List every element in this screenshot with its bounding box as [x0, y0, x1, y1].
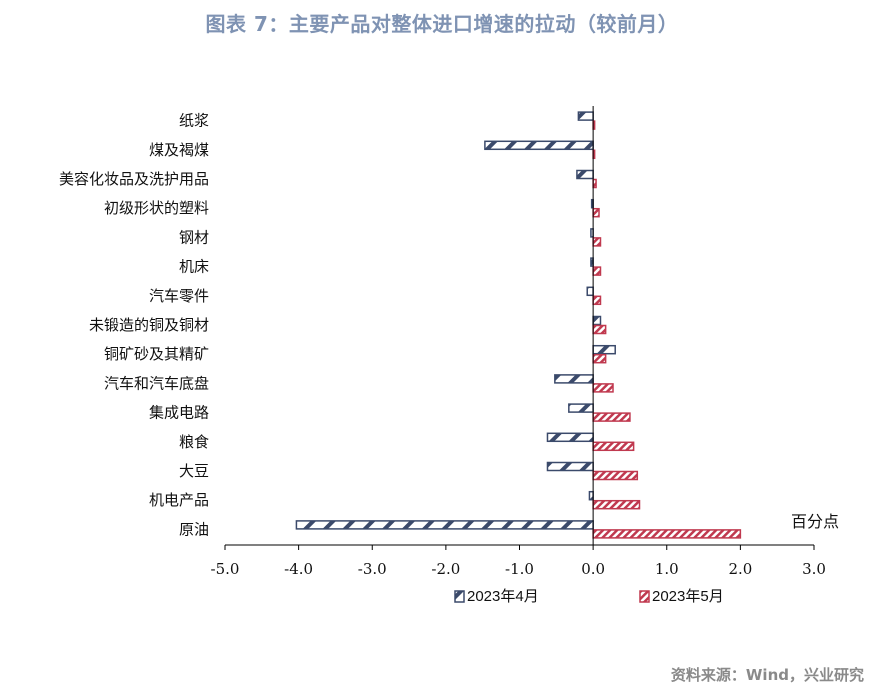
bar-may: [592, 207, 600, 218]
category-label: 机床: [179, 258, 209, 276]
x-tick-label: 1.0: [655, 560, 679, 578]
x-tick-label: -5.0: [211, 560, 240, 578]
legend-label-apr: 2023年4月: [467, 588, 539, 605]
bar-apr: [592, 315, 602, 326]
legend-label-may: 2023年5月: [652, 588, 724, 605]
bar-apr: [295, 520, 594, 530]
legend: 2023年4月 2023年5月: [454, 588, 724, 605]
bar-apr: [586, 286, 594, 297]
bar-apr: [546, 461, 594, 472]
bar-apr: [592, 344, 616, 355]
series-may-bars: [592, 120, 742, 539]
category-label: 粮食: [179, 433, 209, 451]
category-label: 汽车和汽车底盘: [104, 374, 209, 392]
bar-apr: [546, 432, 594, 443]
category-label: 铜矿砂及其精矿: [104, 345, 209, 363]
bar-may: [592, 295, 602, 306]
bar-may: [592, 499, 641, 510]
bar-may: [592, 470, 639, 481]
legend-swatch-apr: [454, 590, 465, 603]
bar-chart: 纸浆煤及褐煤美容化妆品及洗护用品初级形状的塑料钢材机床汽车零件未锻造的铜及铜材铜…: [59, 106, 839, 605]
x-tick-label: -1.0: [505, 560, 534, 578]
bar-may: [592, 412, 631, 422]
category-label: 钢材: [179, 228, 209, 246]
x-tick-label: -4.0: [284, 560, 313, 578]
bar-may: [592, 441, 635, 452]
bar-apr: [484, 140, 594, 151]
category-label: 大豆: [179, 462, 209, 480]
category-label: 美容化妆品及洗护用品: [59, 170, 209, 188]
category-label: 集成电路: [149, 404, 209, 422]
x-tick-label: -2.0: [431, 560, 460, 578]
x-tick-label: 2.0: [728, 560, 752, 578]
x-tick-label: 3.0: [802, 560, 826, 578]
legend-swatch-may: [639, 590, 650, 603]
category-label: 汽车零件: [149, 287, 209, 305]
category-labels: 纸浆煤及褐煤美容化妆品及洗护用品初级形状的塑料钢材机床汽车零件未锻造的铜及铜材铜…: [59, 112, 209, 539]
bar-may: [592, 529, 742, 539]
bar-may: [592, 324, 607, 335]
category-label: 初级形状的塑料: [104, 199, 209, 217]
bar-may: [592, 383, 614, 393]
x-tick-label: 0.0: [581, 560, 605, 578]
x-tick-label: -3.0: [358, 560, 387, 578]
category-label: 煤及褐煤: [149, 141, 209, 159]
bar-apr: [568, 403, 594, 413]
bar-apr: [577, 111, 594, 121]
x-axis: -5.0 -4.0 -3.0 -2.0 -1.0 0.0 1.0 2.0 3.0: [211, 106, 826, 578]
bar-apr: [554, 374, 594, 384]
unit-label: 百分点: [791, 512, 839, 531]
bar-may: [592, 353, 607, 364]
category-label: 原油: [179, 520, 209, 538]
page-title: 图表 7：主要产品对整体进口增速的拉动（较前月）: [205, 12, 679, 36]
bar-apr: [576, 169, 594, 180]
category-label: 未锻造的铜及铜材: [89, 316, 209, 334]
category-label: 机电产品: [149, 491, 209, 509]
bar-may: [592, 266, 602, 276]
category-label: 纸浆: [179, 112, 209, 130]
bar-may: [592, 237, 602, 247]
bar-apr: [588, 490, 594, 501]
series-apr-bars: [295, 111, 616, 530]
source-note: 资料来源：Wind，兴业研究: [670, 666, 864, 684]
